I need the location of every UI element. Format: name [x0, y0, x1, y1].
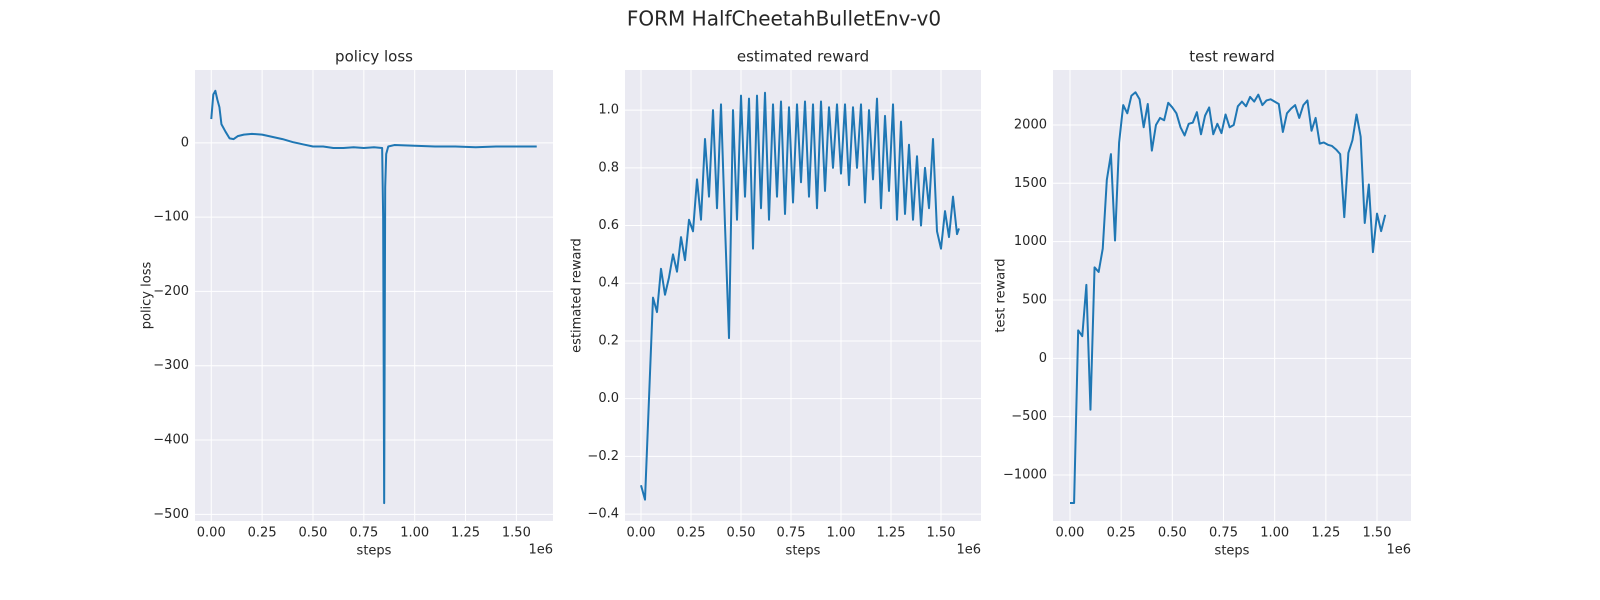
y-tick-label: 0 — [181, 135, 189, 150]
x-tick-label: 0.75 — [349, 526, 378, 541]
x-axis-label: steps — [786, 544, 821, 559]
y-tick-label: 0.8 — [598, 160, 619, 175]
y-axis-label: policy loss — [140, 262, 155, 330]
x-tick-label: 1.50 — [502, 526, 531, 541]
x-tick-label: 0.00 — [1056, 526, 1085, 541]
y-tick-label: 500 — [1022, 292, 1047, 307]
figure-title: FORM HalfCheetahBulletEnv-v0 — [627, 7, 941, 31]
x-tick-label: 1.00 — [827, 526, 856, 541]
x-axis-label: steps — [357, 544, 392, 559]
y-tick-label: −0.2 — [587, 449, 619, 464]
y-tick-label: 2000 — [1014, 117, 1047, 132]
y-tick-label: −200 — [153, 284, 189, 299]
data-line — [1069, 91, 1387, 505]
x-offset-label: 1e6 — [528, 543, 553, 558]
y-tick-label: −300 — [153, 358, 189, 373]
x-tick-label: 0.50 — [727, 526, 756, 541]
y-tick-label: −0.4 — [587, 507, 619, 522]
x-offset-label: 1e6 — [956, 543, 981, 558]
plot-area — [1053, 70, 1411, 521]
x-tick-label: 0.75 — [777, 526, 806, 541]
x-tick-label: 1.50 — [1363, 526, 1392, 541]
x-tick-label: 0.00 — [197, 526, 226, 541]
x-tick-label: 0.25 — [1107, 526, 1136, 541]
x-tick-label: 0.00 — [627, 526, 656, 541]
y-axis-label: test reward — [994, 258, 1009, 332]
x-tick-label: 1.50 — [927, 526, 956, 541]
y-tick-label: 1500 — [1014, 176, 1047, 191]
x-tick-label: 1.25 — [877, 526, 906, 541]
y-tick-label: 0 — [1039, 351, 1047, 366]
y-tick-label: 0.0 — [598, 391, 619, 406]
axes-title: policy loss — [335, 48, 413, 66]
y-axis-label: estimated reward — [570, 238, 585, 353]
data-line — [640, 91, 960, 501]
x-tick-label: 0.50 — [299, 526, 328, 541]
y-tick-label: 0.2 — [598, 333, 619, 348]
x-tick-label: 1.25 — [451, 526, 480, 541]
y-tick-label: 1.0 — [598, 103, 619, 118]
plot-area — [195, 70, 553, 521]
data-line — [210, 89, 537, 505]
axes-title: test reward — [1189, 48, 1275, 66]
x-tick-label: 0.25 — [677, 526, 706, 541]
x-tick-label: 0.25 — [248, 526, 277, 541]
x-tick-label: 1.00 — [400, 526, 429, 541]
x-tick-label: 0.50 — [1158, 526, 1187, 541]
y-tick-label: −1000 — [1003, 468, 1047, 483]
x-tick-label: 1.00 — [1260, 526, 1289, 541]
y-tick-label: 0.6 — [598, 218, 619, 233]
y-tick-label: −500 — [1011, 409, 1047, 424]
y-tick-label: −500 — [153, 507, 189, 522]
x-offset-label: 1e6 — [1386, 543, 1411, 558]
y-tick-label: −100 — [153, 210, 189, 225]
y-tick-label: −400 — [153, 433, 189, 448]
axes-title: estimated reward — [737, 48, 869, 66]
x-axis-label: steps — [1215, 544, 1250, 559]
x-tick-label: 1.25 — [1311, 526, 1340, 541]
y-tick-label: 1000 — [1014, 234, 1047, 249]
y-tick-label: 0.4 — [598, 276, 619, 291]
x-tick-label: 0.75 — [1209, 526, 1238, 541]
